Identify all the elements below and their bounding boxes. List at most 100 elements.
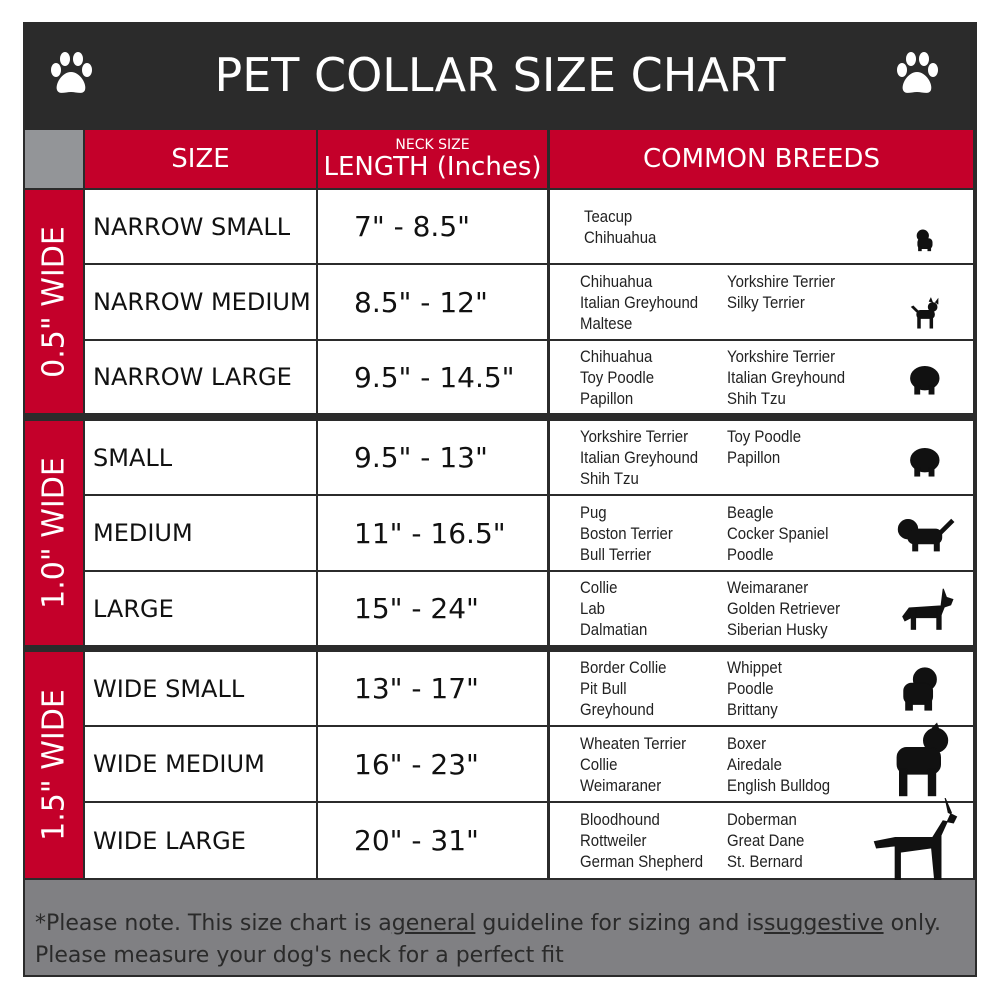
breeds-cell <box>550 190 973 263</box>
paw-icon <box>897 52 938 93</box>
dog-silhouette-icon <box>902 588 954 630</box>
header-length-sub: NECK SIZE <box>395 137 470 153</box>
size-cell: LARGE <box>85 572 316 645</box>
length-cell: 9.5" - 14.5" <box>318 341 547 413</box>
size-cell: WIDE SMALL <box>85 652 316 725</box>
note-text: *Please note. This size chart is a <box>35 911 392 936</box>
breed-name: Dalmatian <box>580 620 648 639</box>
group-1.0-wide: 1.0" WIDE <box>25 421 83 645</box>
breed-list: Collie Lab Dalmatian <box>580 577 647 640</box>
dog-silhouette-icon <box>903 667 937 711</box>
breed-name: Toy Poodle <box>727 427 802 446</box>
breed-name: Toy Poodle <box>580 367 655 387</box>
group-label: 1.5" WIDE <box>36 689 72 841</box>
group-0.5-wide: 0.5" WIDE <box>25 190 83 413</box>
breed-name: Poodle <box>727 544 774 564</box>
breed-list: Yorkshire Terrier Italian Greyhound Shih T… <box>580 426 698 489</box>
dog-silhouette-icon <box>897 518 955 552</box>
breed-name: Doberman <box>727 810 797 829</box>
breed-name: Teacup <box>584 206 633 226</box>
size-cell: NARROW SMALL <box>85 190 316 263</box>
breed-name: Italian Greyhound <box>580 448 699 467</box>
page-title: PET COLLAR SIZE CHART <box>23 22 977 128</box>
length-cell: 20" - 31" <box>318 803 547 878</box>
note-suggestive: suggestive <box>763 911 884 936</box>
breed-name: Chihuahua <box>580 271 653 291</box>
note-text: guideline for sizing and is <box>475 911 764 936</box>
breed-list: Boxer Airedale English Bulldog <box>727 733 830 796</box>
size-cell: SMALL <box>85 421 316 494</box>
breed-list: Doberman Great Dane St. Bernard <box>727 809 804 872</box>
breed-name: Wheaten Terrier <box>580 733 687 753</box>
breed-name: Papillon <box>580 388 634 408</box>
note-general: general <box>391 911 476 936</box>
length-cell: 8.5" - 12" <box>318 265 547 339</box>
breed-name: Weimaraner <box>580 775 662 795</box>
breed-name: Shih Tzu <box>727 388 786 408</box>
header-breeds: COMMON BREEDS <box>550 130 973 188</box>
breed-name: St. Bernard <box>727 852 803 871</box>
breed-list: Wheaten Terrier Collie Weimaraner <box>580 733 686 796</box>
breed-list: Bloodhound Rottweiler German Shepherd <box>580 809 703 872</box>
dog-silhouette-icon <box>910 447 940 477</box>
breed-name: Yorkshire Terrier <box>580 427 689 446</box>
breed-list: Beagle Cocker Spaniel Poodle <box>727 502 828 565</box>
length-cell: 11" - 16.5" <box>318 496 547 570</box>
breed-name: Lab <box>580 599 605 618</box>
breed-list: Chihuahua Toy Poodle Papillon <box>580 346 654 409</box>
breeds-cell <box>550 265 973 339</box>
breed-list: Toy Poodle Papillon <box>727 426 801 468</box>
group-label: 0.5" WIDE <box>36 225 72 378</box>
breed-name: Italian Greyhound <box>727 367 846 387</box>
breed-name: Cocker Spaniel <box>727 523 829 543</box>
breed-name: Bloodhound <box>580 810 660 829</box>
breed-name: Beagle <box>727 502 774 522</box>
breeds-cell <box>550 572 973 645</box>
breed-name: Boxer <box>727 733 767 753</box>
length-cell: 15" - 24" <box>318 572 547 645</box>
breed-list: Whippet Poodle Brittany <box>727 657 782 720</box>
dog-silhouette-icon <box>910 365 940 395</box>
group-1.5-wide: 1.5" WIDE <box>25 652 83 878</box>
breed-name: Yorkshire Terrier <box>727 271 836 291</box>
dog-silhouette-icon <box>910 297 939 329</box>
note-text: only. <box>883 911 941 936</box>
breed-name: Bull Terrier <box>580 544 652 564</box>
breed-name: Collie <box>580 754 618 774</box>
group-label: 1.0" WIDE <box>36 457 72 609</box>
header-length-main: LENGTH (Inches) <box>323 152 542 182</box>
breed-name: Siberian Husky <box>727 620 828 639</box>
breed-name: Weimaraner <box>727 578 809 597</box>
size-cell: NARROW LARGE <box>85 341 316 413</box>
breed-list: Weimaraner Golden Retriever Siberian Husky <box>727 577 840 640</box>
length-cell: 9.5" - 13" <box>318 421 547 494</box>
breed-name: Papillon <box>727 448 781 467</box>
breed-name: Boston Terrier <box>580 523 673 543</box>
breed-list: Chihuahua Italian Greyhound Maltese <box>580 271 698 334</box>
breed-name: Shih Tzu <box>580 469 639 488</box>
breed-name: Collie <box>580 578 618 597</box>
dog-silhouette-icon <box>896 722 949 797</box>
breed-name: Border Collie <box>580 658 667 677</box>
size-cell: NARROW MEDIUM <box>85 265 316 339</box>
dog-silhouette-icon <box>916 229 933 252</box>
breed-name: Silky Terrier <box>727 292 805 312</box>
breed-list: Teacup Chihuahua <box>584 206 656 248</box>
header-length: NECK SIZE LENGTH (Inches) <box>318 130 547 188</box>
header-size: SIZE <box>85 130 316 188</box>
breed-name: English Bulldog <box>727 775 831 795</box>
note-line2: Please measure your dog's neck for a per… <box>35 943 564 968</box>
breed-name: Whippet <box>727 658 782 677</box>
breed-list: Pug Boston Terrier Bull Terrier <box>580 502 673 565</box>
length-cell: 13" - 17" <box>318 652 547 725</box>
breed-name: Pit Bull <box>580 679 627 698</box>
breed-name: Great Dane <box>727 831 805 850</box>
footer-note: *Please note. This size chart is agenera… <box>25 880 975 975</box>
corner-cell <box>25 130 83 188</box>
breed-list: Yorkshire Terrier Italian Greyhound Shih T… <box>727 346 845 409</box>
size-cell: WIDE LARGE <box>85 803 316 878</box>
breed-name: Rottweiler <box>580 831 647 850</box>
length-cell: 16" - 23" <box>318 727 547 801</box>
breed-name: Greyhound <box>580 700 655 719</box>
breed-name: Poodle <box>727 679 774 698</box>
